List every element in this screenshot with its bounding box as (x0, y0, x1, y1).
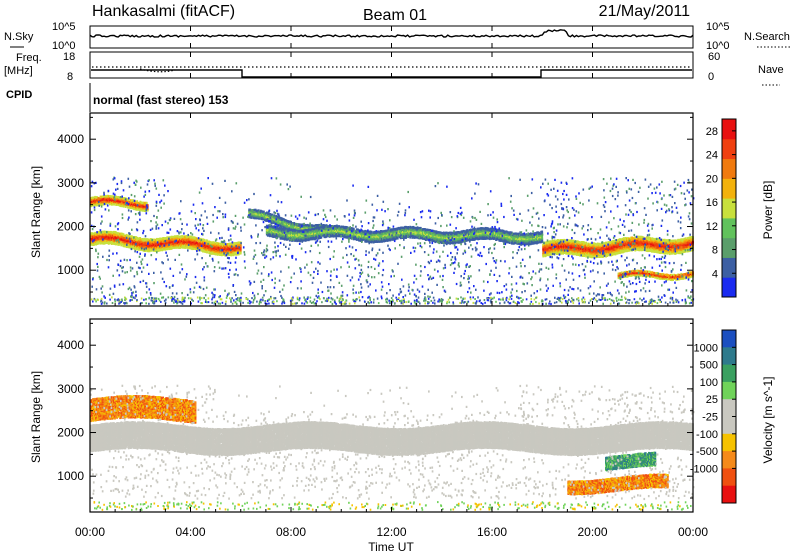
nave-tick-bottom: 0 (708, 71, 714, 83)
freq-tick-bottom: 8 (67, 71, 73, 83)
power-cell (203, 239, 205, 241)
power-cell (288, 229, 290, 231)
nave-label: Nave (758, 64, 784, 76)
nave-tick-top: 60 (708, 51, 720, 63)
power-cell (371, 231, 373, 233)
nsky-tick-top: 10^5 (52, 21, 76, 33)
nsky-label: N.Sky (4, 31, 34, 43)
power-cell (353, 228, 355, 230)
nsky-panel: N.Sky 10^5 10^0 10^5 10^0 N.Search (4, 21, 790, 52)
freq-panel: Freq. [MHz] 18 8 60 0 Nave (4, 51, 784, 85)
cpid-text: normal (fast stereo) 153 (93, 93, 229, 107)
power-cell (146, 202, 148, 204)
nsearch-label: N.Search (744, 31, 790, 43)
freq-tick-top: 18 (63, 51, 75, 63)
cpid-label: CPID (6, 89, 32, 101)
beam-title: Beam 01 (363, 7, 427, 24)
nsearch-tick-top: 10^5 (706, 21, 730, 33)
freq-label: Freq. (16, 52, 42, 64)
station-title: Hankasalmi (fitACF) (92, 3, 235, 20)
freq-unit: [MHz] (4, 65, 33, 77)
date-title: 21/May/2011 (599, 3, 690, 20)
power-heatmap (90, 177, 694, 306)
